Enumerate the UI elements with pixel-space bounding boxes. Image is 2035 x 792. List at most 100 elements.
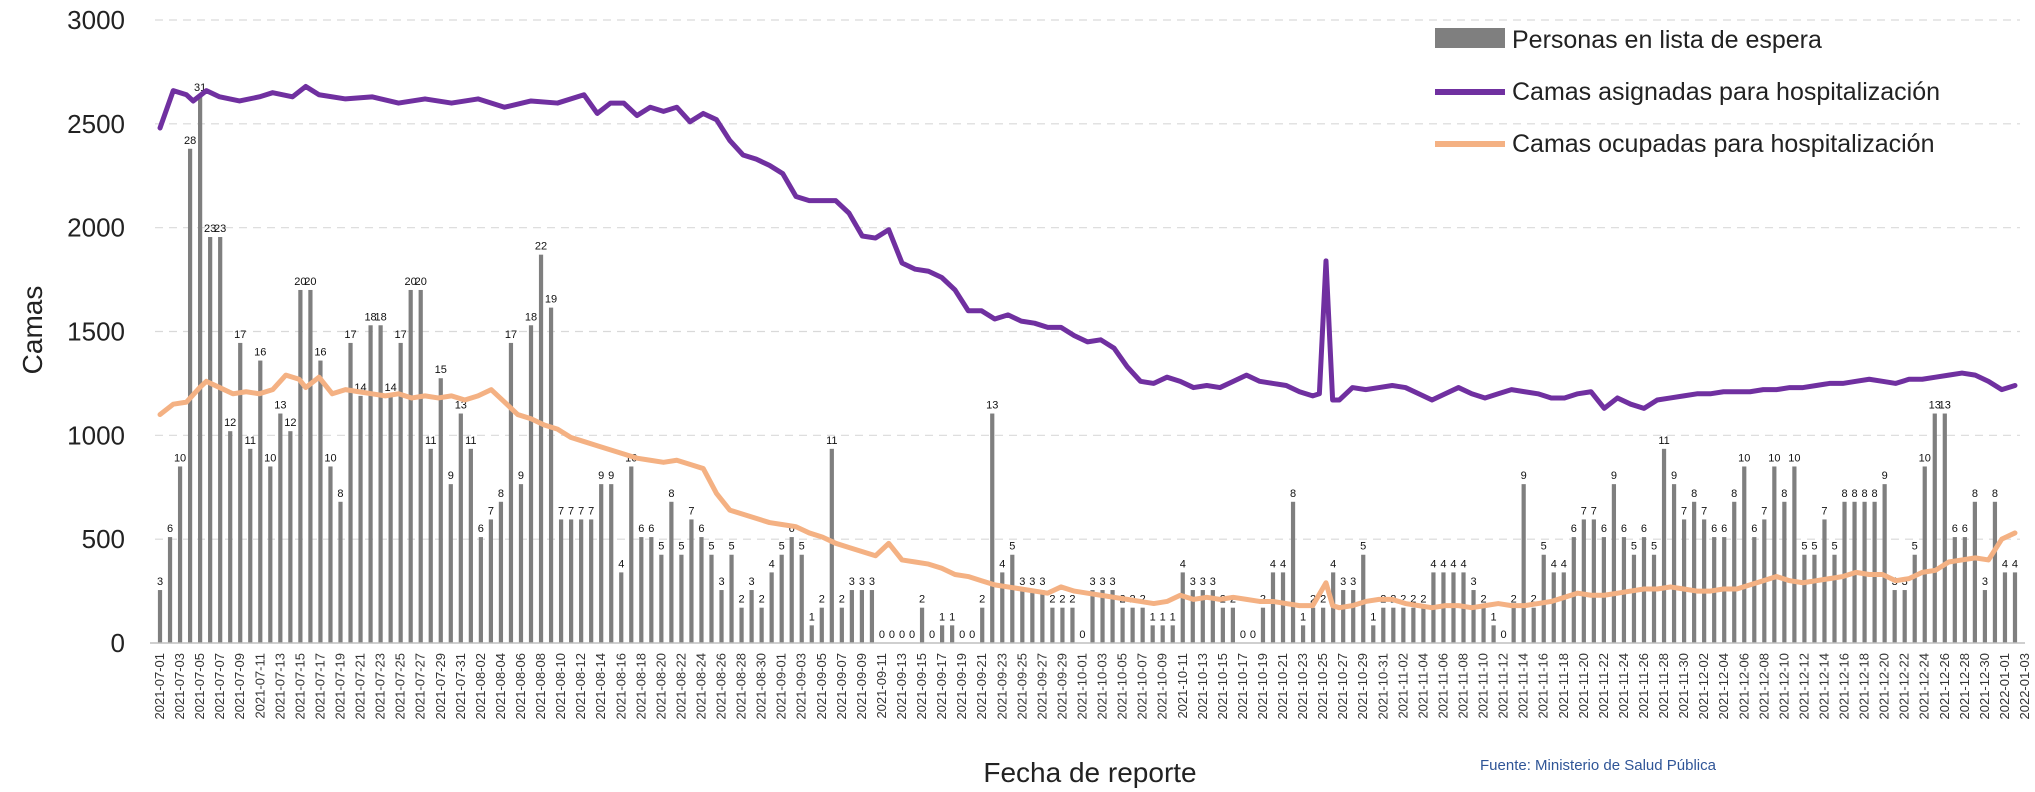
bar-label: 1 [1160, 611, 1166, 623]
bar-label: 7 [568, 505, 574, 517]
x-tick-label: 2021-12-08 [1756, 653, 1771, 720]
bar-label: 13 [1939, 400, 1951, 412]
bar [298, 289, 303, 643]
bar-label: 8 [1862, 488, 1868, 500]
x-tick-label: 2021-08-04 [493, 653, 508, 720]
bar [1130, 607, 1135, 643]
bar [1792, 466, 1797, 643]
bar-label: 23 [214, 223, 226, 235]
bar [689, 519, 694, 643]
bar [1692, 501, 1697, 643]
x-axis-title: Fecha de reporte [983, 757, 1196, 788]
bar [659, 554, 664, 643]
bar-label: 2 [739, 594, 745, 606]
bar-label: 2 [1069, 594, 1075, 606]
bar [839, 607, 844, 643]
bar [919, 607, 925, 643]
y-tick-label: 0 [111, 628, 125, 658]
bar [438, 378, 443, 643]
x-tick-label: 2021-12-18 [1857, 653, 1872, 720]
bar-label: 20 [415, 276, 427, 288]
legend-label-assigned: Camas asignadas para hospitalización [1512, 78, 1940, 106]
x-tick-label: 2021-12-06 [1736, 653, 1751, 720]
bar-label: 7 [1681, 505, 1687, 517]
bar-label: 2 [759, 594, 765, 606]
x-tick-label: 2021-10-23 [1295, 653, 1310, 720]
bar-label: 20 [405, 276, 417, 288]
bar [398, 342, 403, 643]
bar [1561, 572, 1566, 643]
bar-data-labels: 3610283123231217111610131220201610817141… [157, 82, 2018, 641]
bar [1140, 607, 1145, 643]
bar [639, 537, 644, 643]
bar-label: 16 [254, 347, 266, 359]
bar-label: 9 [1611, 470, 1617, 482]
bar [1832, 554, 1837, 643]
x-tick-label: 2021-10-27 [1335, 653, 1350, 720]
bar [1200, 590, 1205, 643]
bar-label: 3 [869, 576, 875, 588]
bar-label: 3 [1029, 576, 1035, 588]
bar-label: 1 [1491, 611, 1497, 623]
bar [198, 95, 203, 643]
x-tick-label: 2021-09-19 [954, 653, 969, 720]
bar [679, 554, 684, 643]
bar-label: 2 [1059, 594, 1065, 606]
bar-label: 0 [1501, 629, 1507, 641]
bar [1802, 554, 1807, 643]
bar [558, 519, 564, 643]
bar-label: 5 [708, 541, 714, 553]
bar-label: 6 [638, 523, 644, 535]
bar [1661, 448, 1667, 643]
bar-label: 4 [1460, 558, 1466, 570]
bar-label: 7 [1821, 505, 1827, 517]
bar-label: 3 [1039, 576, 1045, 588]
bar-label: 8 [337, 488, 343, 500]
x-tick-label: 2021-07-05 [192, 653, 207, 720]
bar-label: 0 [969, 629, 975, 641]
bar-label: 4 [1430, 558, 1436, 570]
bar-label: 18 [374, 311, 386, 323]
bar [498, 501, 504, 643]
bar [829, 448, 834, 643]
bar-label: 11 [826, 435, 837, 447]
bar-label: 13 [986, 400, 998, 412]
x-tick-label: 2021-10-09 [1155, 653, 1170, 720]
bar [248, 448, 253, 643]
line-occupied-beds [157, 372, 2018, 611]
bar-label: 8 [1841, 488, 1847, 500]
bar-label: 4 [1330, 558, 1336, 570]
bar-label: 9 [448, 470, 454, 482]
bar-label: 8 [1972, 488, 1978, 500]
bar-label: 10 [174, 452, 186, 464]
bar-label: 4 [2012, 558, 2018, 570]
x-tick-label: 2021-10-05 [1115, 653, 1130, 720]
bar-label: 12 [224, 417, 236, 429]
bar [699, 537, 704, 643]
bar [1812, 554, 1817, 643]
bar-label: 2 [1420, 594, 1426, 606]
x-tick-label: 2021-10-29 [1355, 653, 1370, 720]
bar-label: 17 [395, 329, 407, 341]
x-tick-label: 2021-08-08 [533, 653, 548, 720]
bar-label: 2 [1310, 594, 1316, 606]
x-tick-label: 2021-11-30 [1676, 653, 1691, 719]
y-tick-label: 2000 [67, 213, 125, 243]
bar-label: 7 [1591, 505, 1597, 517]
x-tick-label: 2021-11-22 [1596, 653, 1611, 719]
bar-label: 4 [618, 558, 624, 570]
bar-label: 6 [1721, 523, 1727, 535]
x-tick-label: 2021-09-09 [854, 653, 869, 720]
bar-label: 0 [929, 629, 935, 641]
source-note: Fuente: Ministerio de Salud Pública [1480, 757, 1717, 774]
bar-label: 1 [1300, 611, 1306, 623]
bar [609, 484, 614, 643]
bar [990, 413, 995, 643]
bar-label: 8 [1851, 488, 1857, 500]
bar-label: 12 [284, 417, 296, 429]
x-tick-label: 2021-11-28 [1656, 653, 1671, 719]
bar [1581, 519, 1586, 643]
bar [167, 537, 173, 643]
legend-label-occupied: Camas ocupadas para hospitalización [1512, 130, 1934, 158]
bar [1070, 607, 1075, 643]
